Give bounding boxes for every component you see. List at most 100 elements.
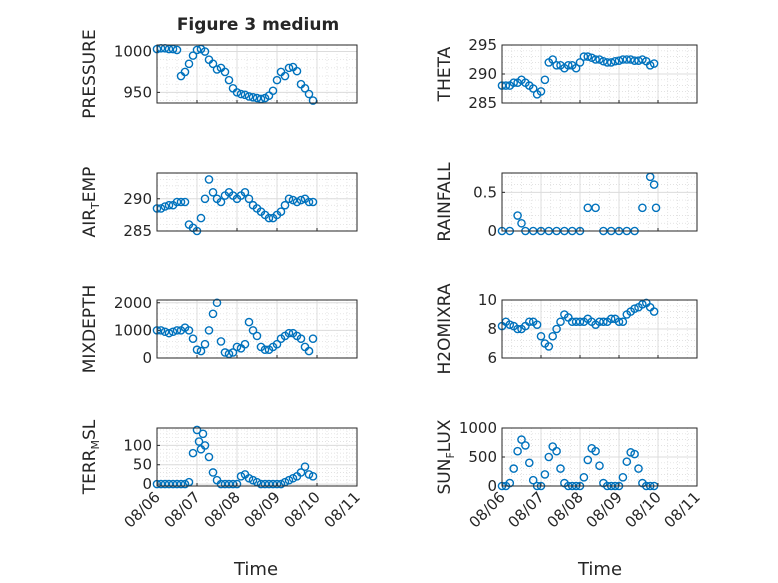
y-axis-label: SUNFLUX xyxy=(435,419,457,494)
panel-sun-flux: 0500100008/0608/0708/0808/0908/1008/11SU… xyxy=(435,419,704,531)
y-tick-label: 1000 xyxy=(459,419,497,437)
data-point xyxy=(180,197,190,207)
data-point xyxy=(292,197,302,207)
data-point xyxy=(172,326,182,335)
panel-h2omixra: 6 8 10 H2OMIXRA xyxy=(435,283,698,375)
data-point xyxy=(240,339,250,349)
y-axis-label: MIXDEPTH xyxy=(80,285,100,374)
data-point xyxy=(168,479,178,489)
data-point xyxy=(638,300,647,309)
x-tick-label: 08/09 xyxy=(241,488,284,531)
data-point xyxy=(196,346,206,356)
x-tick-label: 08/06 xyxy=(121,488,164,531)
data-point xyxy=(579,52,589,61)
data-point xyxy=(204,452,214,462)
axes-box xyxy=(501,299,698,359)
axes-box xyxy=(156,172,358,232)
data-point xyxy=(304,197,314,207)
data-point xyxy=(264,479,274,489)
data-point xyxy=(240,90,250,100)
x-tick-label: 08/11 xyxy=(321,488,364,531)
x-tick-label: 08/07 xyxy=(161,488,204,531)
data-point xyxy=(304,470,314,479)
data-point xyxy=(630,449,639,459)
data-point xyxy=(168,327,178,337)
data-point xyxy=(300,462,310,471)
data-point xyxy=(599,317,608,327)
data-point xyxy=(505,478,515,488)
x-tick-label: 08/08 xyxy=(201,488,244,531)
data-point xyxy=(525,458,534,468)
data-point xyxy=(583,455,593,465)
data-point xyxy=(308,472,318,481)
data-point xyxy=(292,66,302,76)
data-point xyxy=(252,93,262,103)
data-point xyxy=(164,328,174,338)
data-point xyxy=(556,317,565,327)
x-tick-label: 08/10 xyxy=(281,488,324,531)
y-tick-label: 290 xyxy=(123,190,152,208)
data-point xyxy=(160,479,170,489)
data-point xyxy=(622,55,632,64)
data-point xyxy=(176,479,186,489)
axes-box xyxy=(501,44,698,104)
data-point xyxy=(204,326,214,335)
data-point xyxy=(649,307,659,316)
data-point xyxy=(284,63,294,73)
y-tick-label: 0 xyxy=(487,477,497,495)
data-point xyxy=(556,464,565,473)
data-point xyxy=(591,446,600,456)
data-point xyxy=(240,188,250,197)
data-point xyxy=(232,342,242,352)
data-point xyxy=(232,88,242,97)
y-axis-label: PRESSURE xyxy=(80,29,100,118)
data-point xyxy=(626,448,636,457)
data-point xyxy=(575,317,585,327)
y-tick-label: 285 xyxy=(123,222,152,240)
data-point xyxy=(176,197,186,207)
data-point xyxy=(536,331,546,341)
x-tick-label: 08/07 xyxy=(505,488,548,531)
data-point xyxy=(614,56,624,65)
data-point xyxy=(595,461,604,471)
data-point xyxy=(649,180,659,189)
x-axis-label-left: Time xyxy=(233,559,278,580)
data-point xyxy=(220,479,230,489)
data-point xyxy=(284,328,294,338)
data-point xyxy=(160,327,170,337)
data-point xyxy=(264,213,274,223)
data-point xyxy=(288,195,298,205)
data-point xyxy=(606,58,616,67)
data-point xyxy=(216,479,226,489)
data-point xyxy=(208,309,218,319)
data-point xyxy=(579,472,589,482)
data-point xyxy=(540,75,550,85)
y-tick-label: 950 xyxy=(123,83,152,101)
data-point xyxy=(248,475,258,485)
data-point xyxy=(236,89,246,99)
data-point xyxy=(513,446,522,456)
data-point xyxy=(645,61,655,70)
data-point xyxy=(304,89,314,99)
data-point xyxy=(212,298,222,308)
data-point xyxy=(184,59,194,69)
data-point xyxy=(528,475,538,485)
data-point xyxy=(180,479,190,489)
data-point xyxy=(610,56,620,66)
axes-box xyxy=(156,427,358,487)
axes-box xyxy=(501,427,698,487)
data-point xyxy=(208,188,218,197)
data-point xyxy=(521,441,530,450)
y-tick-label: 0 xyxy=(487,222,497,240)
data-point xyxy=(591,55,600,64)
plot-area xyxy=(502,173,697,231)
data-point xyxy=(172,45,182,55)
data-point xyxy=(276,207,286,216)
data-point xyxy=(216,197,226,207)
x-axis-label-right: Time xyxy=(577,559,622,580)
data-point xyxy=(198,429,208,439)
data-point xyxy=(505,320,515,329)
data-point xyxy=(268,86,278,96)
y-tick-label: 500 xyxy=(468,448,497,466)
data-point xyxy=(606,314,616,324)
